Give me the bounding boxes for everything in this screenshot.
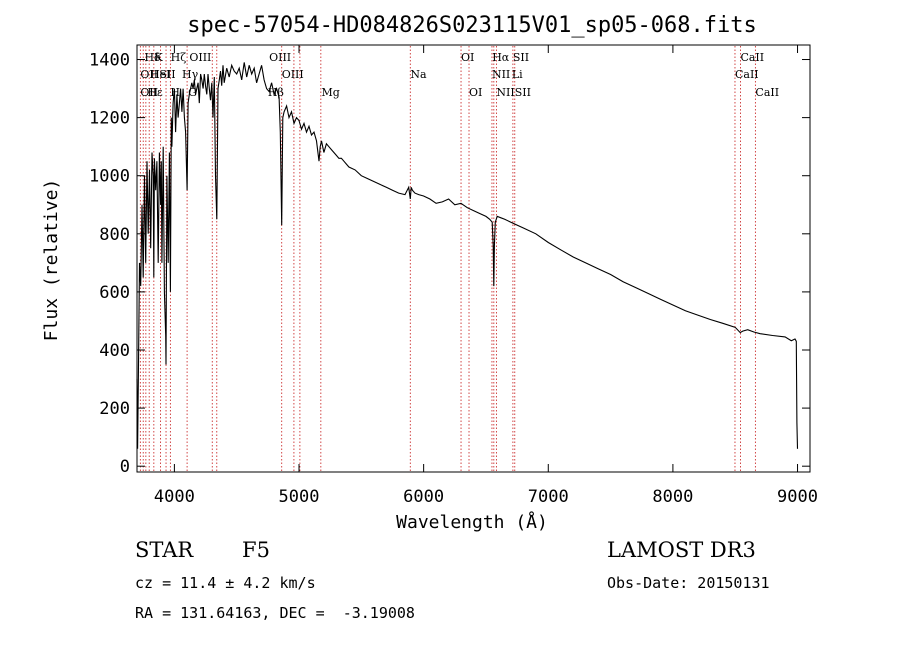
line-label: Hδ	[144, 51, 161, 64]
y-axis-label: Flux (relative)	[41, 179, 62, 342]
y-tick-label: 1400	[89, 51, 130, 71]
spectral-subclass: F5	[242, 538, 270, 562]
line-label: Hε	[147, 86, 163, 99]
line-label: HeI	[150, 68, 170, 81]
line-label: NII	[492, 68, 510, 81]
spectrum-line	[136, 62, 799, 449]
line-label: SII	[159, 68, 175, 81]
line-label: CaII	[735, 68, 759, 81]
redshift-info: cz = 11.4 ± 4.2 km/s	[135, 574, 316, 592]
x-tick-label: 9000	[777, 487, 818, 507]
x-axis-label: Wavelength (Å)	[396, 511, 548, 533]
line-label: OIII	[282, 68, 304, 81]
coordinates: RA = 131.64163, DEC = -3.19008	[135, 604, 415, 622]
line-label: Hζ	[171, 51, 187, 64]
y-tick-label: 0	[120, 457, 130, 477]
line-markers	[139, 46, 756, 472]
spectrum-chart: spec-57054-HD084826S023115V01_sp05-068.f…	[41, 13, 818, 533]
x-tick-label: 4000	[154, 487, 195, 507]
line-label: OIII	[269, 51, 291, 64]
x-tick-label: 5000	[279, 487, 320, 507]
line-label: OII	[140, 68, 158, 81]
line-label: OIII	[189, 51, 211, 64]
plot-frame	[136, 44, 811, 473]
line-label: SII	[515, 86, 531, 99]
line-label: CaII	[755, 86, 779, 99]
line-label: CaII	[740, 51, 764, 64]
survey-name: LAMOST DR3	[607, 538, 756, 562]
y-tick-label: 600	[99, 283, 130, 303]
x-tick-label: 6000	[403, 487, 444, 507]
line-label: G	[188, 86, 197, 99]
x-tick-label: 8000	[652, 487, 693, 507]
line-label: Mg	[321, 86, 339, 99]
x-axis: 4000 5000 6000 7000 8000 9000	[154, 45, 818, 507]
line-label: OI	[469, 86, 482, 99]
line-label: Li	[512, 68, 523, 81]
line-label: NII	[496, 86, 514, 99]
y-axis: 0 200 400 600 800 1000 1200 1400	[89, 51, 810, 477]
y-tick-label: 400	[99, 341, 130, 361]
line-label: Na	[410, 68, 427, 81]
line-label: Hβ	[268, 86, 284, 99]
object-class: STAR	[135, 538, 194, 562]
line-label: H	[170, 86, 180, 99]
line-label: OII	[140, 86, 158, 99]
obs-date: Obs-Date: 20150131	[607, 574, 770, 592]
y-tick-label: 1000	[89, 167, 130, 187]
y-tick-label: 200	[99, 399, 130, 419]
x-tick-label: 7000	[528, 487, 569, 507]
line-label: SII	[513, 51, 529, 64]
y-tick-label: 1200	[89, 109, 130, 129]
line-label: Hα	[492, 51, 510, 64]
y-tick-label: 800	[99, 225, 130, 245]
chart-title: spec-57054-HD084826S023115V01_sp05-068.f…	[187, 13, 757, 38]
line-label: K	[154, 51, 163, 64]
line-label: Hγ	[182, 68, 199, 81]
line-label: OI	[461, 51, 474, 64]
